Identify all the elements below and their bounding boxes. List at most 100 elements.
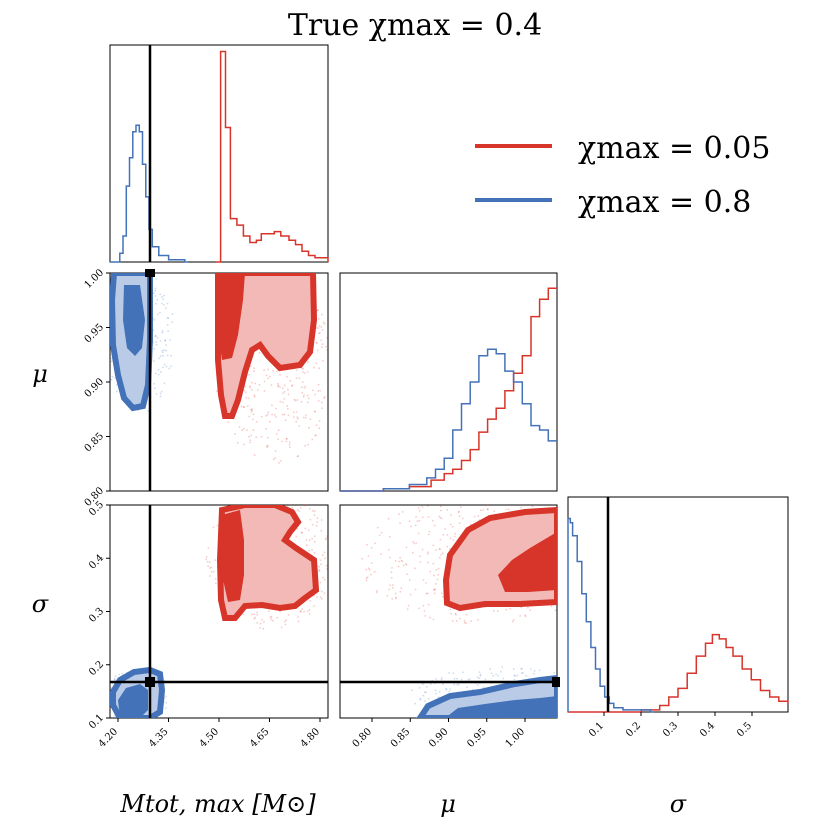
sample-dot bbox=[303, 387, 306, 389]
sample-dot bbox=[418, 687, 421, 689]
sample-dot bbox=[313, 366, 315, 369]
sample-dot bbox=[154, 289, 157, 292]
sample-dot bbox=[315, 341, 318, 344]
sample-dot bbox=[450, 514, 452, 516]
sample-dot bbox=[250, 434, 253, 437]
sample-dot bbox=[446, 545, 449, 548]
sample-dot bbox=[425, 582, 427, 584]
sample-dot bbox=[450, 612, 453, 615]
sample-dot bbox=[521, 672, 524, 674]
sample-dot bbox=[434, 588, 437, 591]
sample-dot bbox=[311, 537, 313, 540]
sample-dot bbox=[538, 669, 541, 672]
sample-dot bbox=[265, 427, 267, 430]
sample-dot bbox=[299, 507, 302, 509]
sample-dot bbox=[323, 396, 326, 398]
sample-dot bbox=[308, 613, 311, 615]
sample-dot bbox=[114, 377, 116, 380]
sample-dot bbox=[279, 400, 282, 403]
sample-dot bbox=[113, 677, 116, 680]
sample-dot bbox=[266, 413, 269, 416]
sample-dot bbox=[439, 548, 441, 551]
sample-dot bbox=[459, 506, 462, 508]
sample-dot bbox=[323, 592, 326, 594]
tick-label: 0.95 bbox=[83, 322, 107, 346]
sample-dot bbox=[162, 366, 164, 369]
sample-dot bbox=[250, 410, 253, 413]
sample-dot bbox=[283, 398, 286, 400]
sample-dot bbox=[379, 553, 382, 556]
sample-dot bbox=[205, 556, 208, 558]
sample-dot bbox=[280, 626, 283, 629]
sample-dot bbox=[313, 535, 316, 538]
sample-dot bbox=[419, 697, 422, 700]
sample-dot bbox=[391, 598, 394, 600]
posterior-samples bbox=[109, 272, 558, 719]
sample-dot bbox=[405, 546, 408, 549]
sample-dot bbox=[260, 435, 263, 438]
sample-dot bbox=[502, 677, 505, 680]
sample-dot bbox=[238, 425, 241, 428]
sample-dot bbox=[283, 413, 286, 416]
tick-label: 0.80 bbox=[351, 726, 375, 750]
sample-dot bbox=[159, 340, 162, 342]
sample-dot bbox=[167, 317, 170, 320]
truth-marker bbox=[145, 677, 155, 687]
sample-dot bbox=[207, 565, 210, 567]
sample-dot bbox=[311, 523, 314, 526]
sample-dot bbox=[411, 551, 414, 554]
sample-dot bbox=[166, 354, 169, 357]
sample-dot bbox=[268, 610, 270, 613]
sample-dot bbox=[278, 462, 280, 464]
sample-dot bbox=[370, 573, 372, 576]
tick-label: 0.2 bbox=[624, 720, 643, 739]
sample-dot bbox=[391, 584, 394, 586]
sample-dot bbox=[401, 511, 404, 513]
sample-dot bbox=[453, 677, 456, 680]
sample-dot bbox=[155, 302, 157, 305]
sample-dot bbox=[367, 567, 370, 570]
sample-dot bbox=[153, 348, 156, 350]
sample-dot bbox=[110, 378, 113, 381]
sample-dot bbox=[389, 584, 391, 586]
sample-dot bbox=[287, 407, 289, 410]
sample-dot bbox=[287, 393, 290, 396]
sample-dot bbox=[433, 574, 435, 577]
sample-dot bbox=[321, 554, 324, 556]
sample-dot bbox=[435, 583, 437, 585]
sample-dot bbox=[212, 570, 215, 573]
tick-label: 0.2 bbox=[87, 659, 106, 678]
sample-dot bbox=[313, 541, 316, 543]
sample-dot bbox=[320, 339, 323, 341]
sample-dot bbox=[305, 414, 307, 416]
sample-dot bbox=[389, 556, 391, 559]
sample-dot bbox=[409, 593, 412, 596]
sample-dot bbox=[438, 691, 441, 693]
sample-dot bbox=[236, 441, 239, 444]
sample-dot bbox=[321, 329, 324, 331]
sample-dot bbox=[425, 686, 428, 688]
sample-dot bbox=[305, 504, 308, 506]
sample-dot bbox=[323, 322, 326, 325]
sample-dot bbox=[300, 531, 303, 534]
sample-dot bbox=[311, 549, 313, 551]
sample-dot bbox=[256, 613, 258, 616]
sample-dot bbox=[434, 689, 437, 692]
sample-dot bbox=[319, 596, 322, 598]
sample-dot bbox=[303, 504, 306, 507]
sample-dot bbox=[253, 370, 256, 373]
sample-dot bbox=[320, 313, 323, 316]
sample-dot bbox=[165, 307, 167, 309]
sample-dot bbox=[317, 309, 319, 312]
sample-dot bbox=[161, 351, 164, 354]
sample-dot bbox=[462, 517, 464, 520]
sample-dot bbox=[453, 683, 456, 686]
sample-dot bbox=[527, 606, 529, 609]
sample-dot bbox=[497, 674, 500, 677]
sample-dot bbox=[453, 535, 456, 538]
sample-dot bbox=[288, 504, 291, 507]
sample-dot bbox=[251, 613, 253, 616]
hist-M_tot_max-marginal-0 bbox=[215, 50, 329, 263]
sample-dot bbox=[440, 505, 442, 508]
sample-dot bbox=[452, 539, 455, 542]
